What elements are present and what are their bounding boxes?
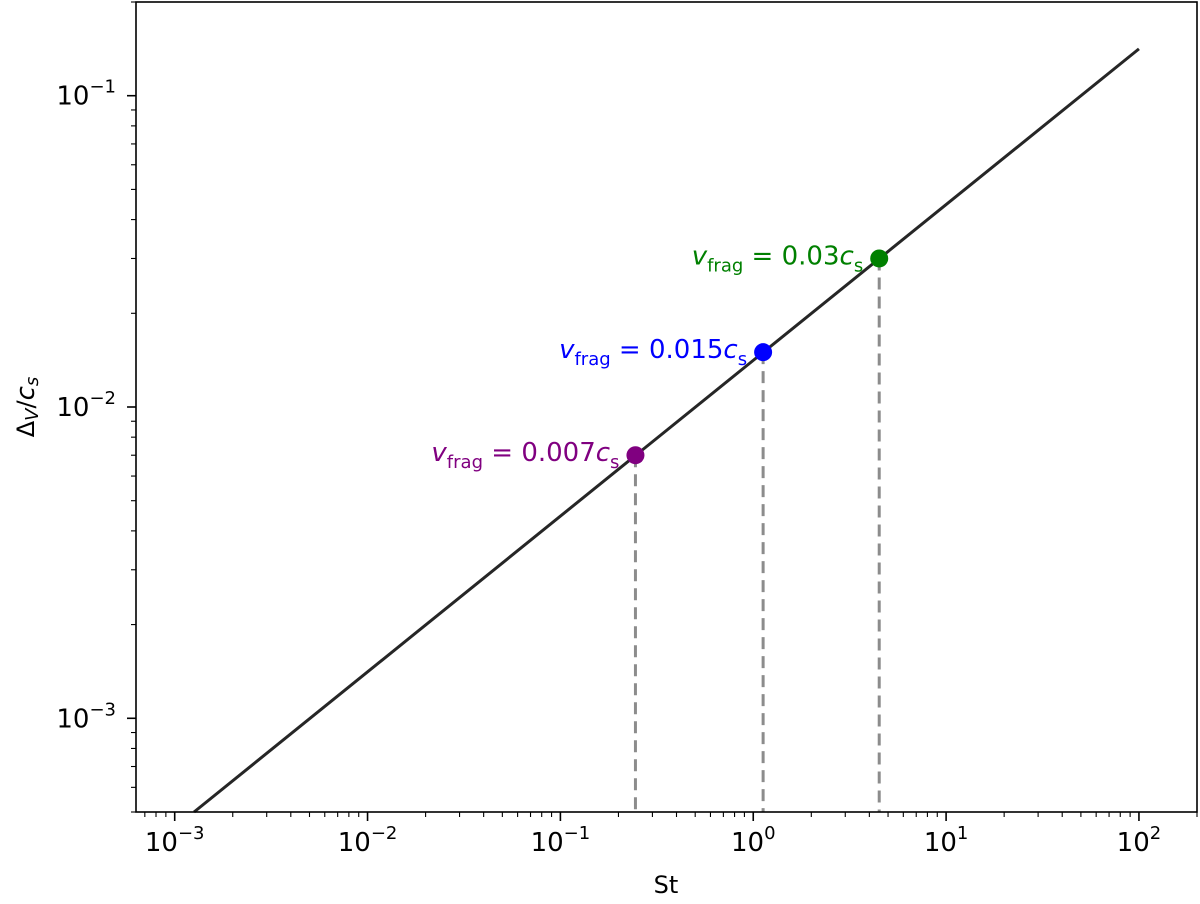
data-point — [754, 343, 773, 362]
x-tick-exponent: −3 — [178, 823, 205, 844]
point-annotation: vfrag = 0.03cs — [692, 241, 864, 276]
x-tick-exponent: −1 — [564, 823, 591, 844]
x-tick-base: 10 — [731, 828, 764, 858]
x-tick-label: 102 — [1117, 823, 1162, 858]
x-axis-label: St — [654, 871, 679, 899]
x-tick-exponent: 1 — [957, 823, 968, 844]
data-point — [626, 446, 645, 465]
annot-unit-subscript: s — [738, 349, 747, 370]
annot-subscript: frag — [447, 452, 483, 473]
x-tick-label: 101 — [924, 823, 969, 858]
y-tick-exponent: −1 — [89, 77, 116, 98]
y-tick-label: 10−3 — [56, 699, 116, 734]
annot-unit-subscript: s — [854, 255, 863, 276]
annot-unit: c — [596, 438, 610, 468]
series-lines — [193, 47, 1140, 814]
x-tick-exponent: −2 — [371, 823, 398, 844]
x-tick-base: 10 — [924, 828, 957, 858]
x-tick-exponent: 2 — [1150, 823, 1161, 844]
annot-subscript: frag — [707, 255, 743, 276]
y-tick-exponent: −2 — [89, 388, 116, 409]
x-tick-label: 10−2 — [338, 823, 398, 858]
x-axis-ticks: 10−3 10−2 10−1 100 101 102 — [144, 812, 1198, 858]
x-tick-label: 100 — [731, 823, 776, 858]
annot-variable: v — [431, 438, 447, 468]
x-tick-base: 10 — [145, 828, 178, 858]
y-tick-base: 10 — [56, 704, 89, 734]
x-tick-base: 10 — [1117, 828, 1150, 858]
annot-value: = 0.03 — [743, 241, 839, 271]
annot-value: = 0.007 — [483, 438, 596, 468]
annot-unit-subscript: s — [610, 452, 619, 473]
y-axis-label: ΔV/cs — [11, 377, 43, 438]
x-tick-label: 10−1 — [531, 823, 591, 858]
marked-points — [626, 249, 889, 465]
annot-variable: v — [692, 241, 708, 271]
y-tick-label: 10−1 — [56, 77, 116, 112]
series-line — [193, 47, 1140, 814]
annot-value: = 0.015 — [611, 335, 724, 365]
annot-unit: c — [840, 241, 854, 271]
y-tick-exponent: −3 — [89, 699, 116, 720]
x-tick-exponent: 0 — [764, 823, 775, 844]
y-axis-ticks: 10−310−210−1 — [56, 1, 136, 813]
point-annotation: vfrag = 0.015cs — [559, 335, 747, 370]
y-tick-base: 10 — [56, 393, 89, 423]
annot-unit: c — [723, 335, 737, 365]
x-tick-label: 10−3 — [145, 823, 205, 858]
data-point — [870, 249, 889, 268]
y-tick-base: 10 — [56, 82, 89, 112]
plot-background — [136, 2, 1197, 812]
dashed-lines — [633, 258, 881, 812]
y-tick-label: 10−2 — [56, 388, 116, 423]
annot-variable: v — [559, 335, 575, 365]
point-annotation: vfrag = 0.007cs — [431, 438, 619, 473]
annot-subscript: frag — [574, 349, 610, 370]
x-tick-base: 10 — [338, 828, 371, 858]
x-tick-base: 10 — [531, 828, 564, 858]
